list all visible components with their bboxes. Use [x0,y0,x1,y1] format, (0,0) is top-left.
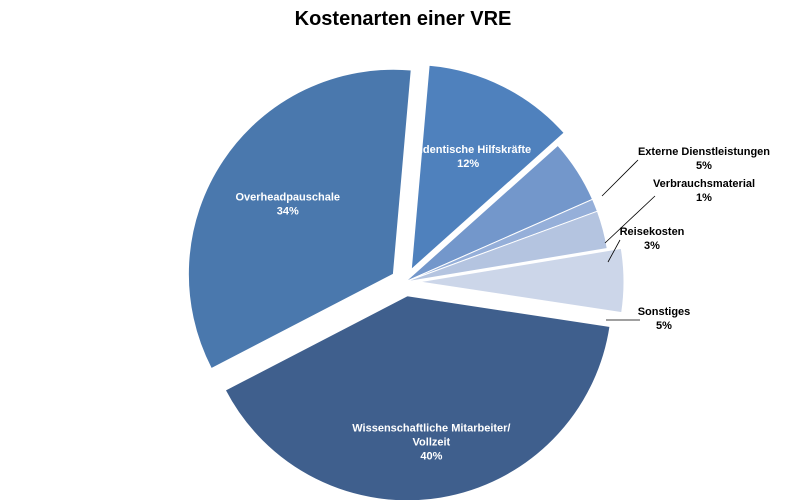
pie-slice-sonstiges [418,247,625,314]
pie-slice-overheadpauschale [187,68,412,370]
slice-label-overheadpauschale: Overheadpauschale 34% [235,192,340,218]
slice-label-wissenschaftliche-mitarbeiter-vollzeit: Wissenschaftliche Mitarbeiter/Vollzeit 40… [352,422,510,462]
slice-label-verbrauchsmaterial: Verbrauchsmaterial 1% [653,178,755,204]
pie-slice-reisekosten [404,210,608,283]
slice-label-studentische-hilfskrafte: Studentische Hilfskräfte 12% [405,144,531,170]
slice-label-sonstiges: Sonstiges 5% [638,306,691,332]
pie-slice-wissenschaftliche-mitarbeiter-vollzeit [224,295,611,500]
chart-title: Kostenarten einer VRE [294,8,512,30]
slice-label-reisekosten: Reisekosten 3% [620,226,685,252]
pie-slice-studentische-hilfskrafte [410,64,565,271]
slice-label-externe-dienstleistungen: Externe Dienstleistungen 5% [638,146,770,172]
leader-line-verbrauchsmaterial [604,195,656,244]
leader-line-reisekosten [607,239,621,263]
leader-line-externe-dienstleistungen [601,159,639,197]
